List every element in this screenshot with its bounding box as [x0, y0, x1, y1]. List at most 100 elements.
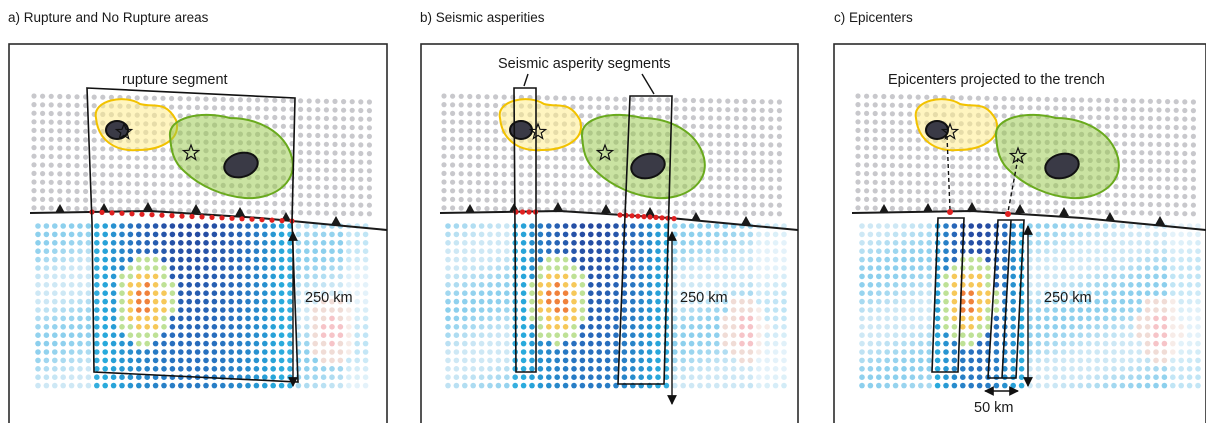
slip-dot	[579, 332, 586, 339]
land-dot	[31, 153, 37, 159]
slip-dot	[85, 349, 92, 355]
slip-dot	[504, 298, 510, 305]
slip-dot	[976, 382, 983, 389]
land-dot	[1139, 167, 1145, 173]
slip-dot	[1010, 240, 1016, 246]
slip-dot	[884, 366, 890, 372]
slip-dot	[43, 382, 50, 389]
slip-dot	[588, 324, 594, 330]
land-dot	[441, 188, 447, 194]
slip-dot	[278, 256, 285, 263]
land-dot	[1182, 185, 1188, 191]
land-dot	[501, 154, 507, 160]
land-dot	[630, 208, 636, 214]
slip-dot	[621, 324, 628, 330]
land-dot	[958, 155, 964, 161]
slip-dot	[1153, 273, 1159, 280]
land-dot	[708, 124, 714, 130]
slip-dot	[152, 357, 159, 364]
slip-dot	[1178, 315, 1184, 322]
slip-dot	[943, 366, 949, 372]
land-dot	[1087, 97, 1093, 103]
slip-dot	[747, 248, 754, 254]
slip-dot	[562, 223, 569, 229]
slip-dot	[867, 290, 874, 297]
slip-dot	[470, 349, 477, 355]
slip-dot	[579, 382, 586, 389]
land-dot	[306, 193, 312, 199]
slip-dot	[722, 265, 728, 271]
slip-dot	[329, 256, 335, 263]
land-dot	[315, 98, 321, 104]
slip-dot	[884, 231, 890, 238]
land-dot	[323, 124, 329, 130]
slip-dot	[43, 340, 50, 347]
land-dot	[604, 190, 611, 197]
slip-dot	[697, 240, 703, 246]
slip-dot	[470, 256, 477, 263]
land-dot	[682, 97, 688, 103]
land-dot	[733, 107, 740, 113]
slip-dot	[554, 357, 560, 364]
land-dot	[212, 199, 218, 206]
land-dot	[1027, 208, 1033, 214]
slip-dot	[867, 282, 874, 288]
slip-dot	[520, 282, 527, 288]
rupture-point	[209, 214, 215, 220]
slip-dot	[638, 265, 644, 271]
land-dot	[366, 176, 372, 182]
land-dot	[855, 170, 861, 176]
slip-dot	[287, 340, 293, 347]
land-dot	[907, 188, 913, 195]
slip-dot	[1136, 231, 1142, 238]
slip-dot	[697, 290, 703, 297]
slip-dot	[169, 382, 176, 389]
land-dot	[31, 162, 37, 168]
land-dot	[1182, 116, 1188, 122]
slip-dot	[884, 374, 890, 381]
slip-dot	[876, 324, 882, 330]
land-dot	[889, 154, 896, 160]
land-dot	[725, 175, 731, 182]
slip-dot	[1144, 307, 1151, 313]
slip-dot	[186, 298, 192, 305]
slip-dot	[512, 382, 518, 389]
slip-dot	[136, 357, 142, 364]
slip-dot	[934, 349, 941, 355]
land-dot	[1096, 97, 1102, 103]
land-dot	[475, 180, 481, 186]
slip-dot	[1111, 357, 1117, 364]
slip-dot	[943, 357, 949, 364]
slip-dot	[453, 298, 460, 305]
slip-dot	[747, 256, 754, 263]
slip-dot	[638, 332, 644, 339]
slip-dot	[705, 240, 712, 246]
slip-dot	[329, 248, 335, 254]
land-dot	[280, 106, 286, 112]
slip-dot	[253, 240, 260, 246]
slip-dot	[1119, 223, 1126, 229]
land-dot	[768, 185, 774, 191]
land-dot	[587, 199, 593, 205]
slip-dot	[77, 332, 83, 339]
slip-dot	[571, 223, 577, 229]
land-dot	[864, 205, 870, 211]
slip-dot	[85, 332, 92, 339]
land-dot	[544, 189, 550, 196]
slip-dot	[1161, 298, 1168, 305]
land-dot	[1001, 104, 1007, 110]
slip-dot	[579, 315, 586, 322]
slip-dot	[495, 256, 502, 263]
slip-dot	[178, 340, 184, 347]
land-dot	[177, 113, 183, 119]
slip-dot	[1102, 298, 1109, 305]
slip-dot	[203, 332, 209, 339]
slip-dot	[646, 290, 653, 297]
slip-dot	[1094, 315, 1100, 322]
land-dot	[315, 124, 321, 130]
slip-dot	[1094, 307, 1100, 313]
slip-dot	[1161, 231, 1168, 238]
land-dot	[1173, 159, 1179, 165]
slip-dot	[588, 382, 594, 389]
slip-dot	[186, 349, 192, 355]
